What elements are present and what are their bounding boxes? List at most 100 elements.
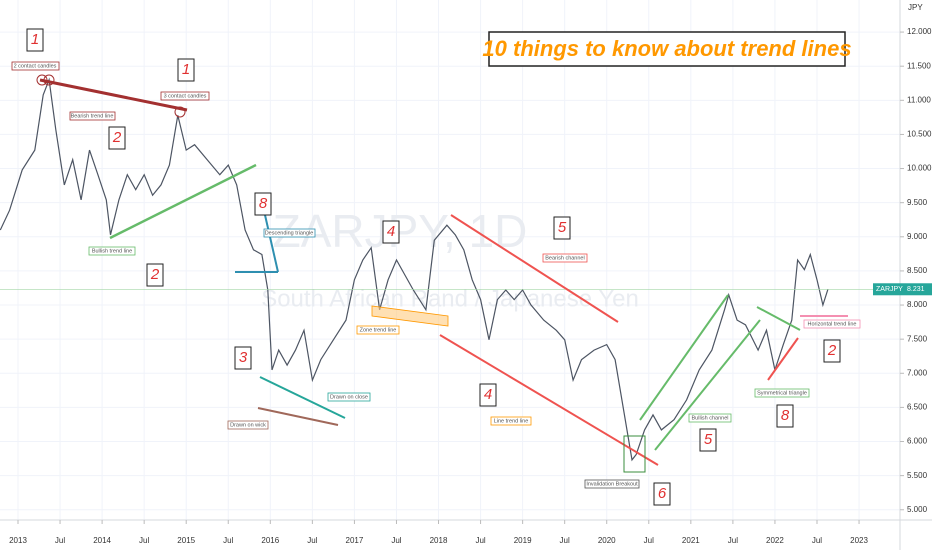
price-line [0, 77, 829, 462]
number-box [823, 339, 841, 363]
triangle-side [767, 337, 799, 381]
bearish-trend-line [39, 78, 188, 112]
y-tick-label: 12.000 [907, 27, 932, 36]
last-price-box [873, 283, 932, 296]
x-tick-label: Jul [812, 536, 822, 545]
channel-line [439, 334, 659, 466]
triangle-side [264, 214, 279, 273]
annotation-number: 2 [150, 266, 160, 283]
chart-title: 10 things to know about trend lines [482, 36, 851, 61]
axes: 5.000 5.500 6.000 6.500 7.000 7.500 8.000 8.500… [9, 27, 932, 545]
x-tick-label: 2016 [261, 536, 279, 545]
x-tick-label: 2017 [346, 536, 364, 545]
watermark-subtitle: South African Rand / Japanese Yen [261, 285, 639, 312]
x-tick-label: Jul [728, 536, 738, 545]
y-tick-label: 9.000 [907, 232, 928, 241]
y-unit: JPY [908, 3, 923, 12]
x-tick-label: 2023 [850, 536, 868, 545]
number-box [254, 192, 272, 216]
number-box [26, 28, 44, 52]
annotation-number: 1 [182, 61, 190, 78]
number-box [177, 58, 195, 82]
contact-circle [43, 74, 55, 86]
x-tick-label: Jul [475, 536, 485, 545]
x-tick-label: Jul [223, 536, 233, 545]
y-tick-label: 6.500 [907, 403, 928, 412]
channel-line [450, 214, 619, 323]
last-symbol: ZARJPY [876, 286, 903, 293]
y-tick-label: 11.000 [907, 95, 931, 104]
annotation-label: Drawn on close [330, 394, 368, 400]
x-tick-label: 2015 [177, 536, 195, 545]
annotation-number: 8 [259, 195, 268, 212]
annotation-number: 5 [558, 219, 567, 236]
annotation-number: 5 [704, 431, 713, 448]
annotation-label: Bearish trend line [71, 113, 114, 119]
label-box [490, 416, 532, 426]
annotation-number: 2 [827, 342, 837, 359]
annotation-label: 2 contact candles [14, 63, 57, 69]
annotation-number: 1 [31, 31, 39, 48]
x-tick-label: Jul [55, 536, 65, 545]
x-tick-label: 2022 [766, 536, 784, 545]
plot [0, 77, 900, 462]
bullish-trend-line [109, 163, 257, 240]
annotation-number: 8 [781, 407, 790, 424]
y-tick-label: 5.500 [907, 471, 928, 480]
close-trend-line [259, 376, 346, 419]
contact-circle [174, 106, 186, 118]
breakout-box [623, 435, 646, 473]
annotation-label: 3 contact candles [164, 93, 207, 99]
annotation-number: 6 [658, 485, 667, 502]
x-tick-label: 2013 [9, 536, 27, 545]
label-box [160, 91, 210, 101]
y-tick-label: 7.000 [907, 368, 928, 377]
annotation-label: Bearish channel [545, 255, 584, 261]
number-box [479, 383, 497, 407]
annotation-label: Horizontal trend line [808, 321, 857, 327]
annotation-number: 4 [387, 223, 395, 240]
wick-trend-line [257, 407, 339, 426]
label-box [754, 388, 810, 398]
y-tick-label: 6.000 [907, 437, 928, 446]
x-tick-label: 2019 [514, 536, 532, 545]
label-box [584, 479, 640, 489]
annotation-label: Drawn on wick [230, 422, 266, 428]
annotation-number: 4 [484, 386, 492, 403]
annotation-label: Invalidation Breakout [586, 481, 638, 487]
label-box [542, 253, 588, 263]
number-box [553, 216, 571, 240]
title-box [488, 31, 846, 67]
drawings [36, 74, 848, 473]
annotation-label: Bullish trend line [92, 248, 132, 254]
label-box [688, 413, 732, 423]
label-box [11, 61, 60, 71]
number-box [234, 346, 252, 370]
x-tick-label: 2021 [682, 536, 700, 545]
contact-circle [36, 74, 48, 86]
label-box [69, 111, 116, 121]
annotation-number: 3 [239, 349, 248, 366]
annotation-label: Zone trend line [360, 327, 397, 333]
channel-line [639, 294, 729, 421]
channel-line [654, 319, 761, 451]
label-box [356, 325, 400, 335]
number-box [699, 428, 717, 452]
annotation-label: Symmetrical triangle [757, 390, 807, 396]
label-box [803, 319, 861, 329]
number-box [146, 263, 164, 287]
x-tick-label: 2018 [430, 536, 448, 545]
last-price-label: 8.231 [907, 286, 925, 293]
annotation-number: 2 [112, 129, 122, 146]
zone [371, 305, 449, 327]
label-box [88, 246, 136, 256]
number-box [776, 404, 794, 428]
x-tick-label: Jul [391, 536, 401, 545]
annotation-label: Descending triangle [265, 230, 314, 236]
annotation-label: Line trend line [494, 418, 529, 424]
y-tick-label: 10.000 [907, 164, 932, 173]
label-box [263, 228, 316, 238]
y-tick-label: 9.500 [907, 198, 928, 207]
